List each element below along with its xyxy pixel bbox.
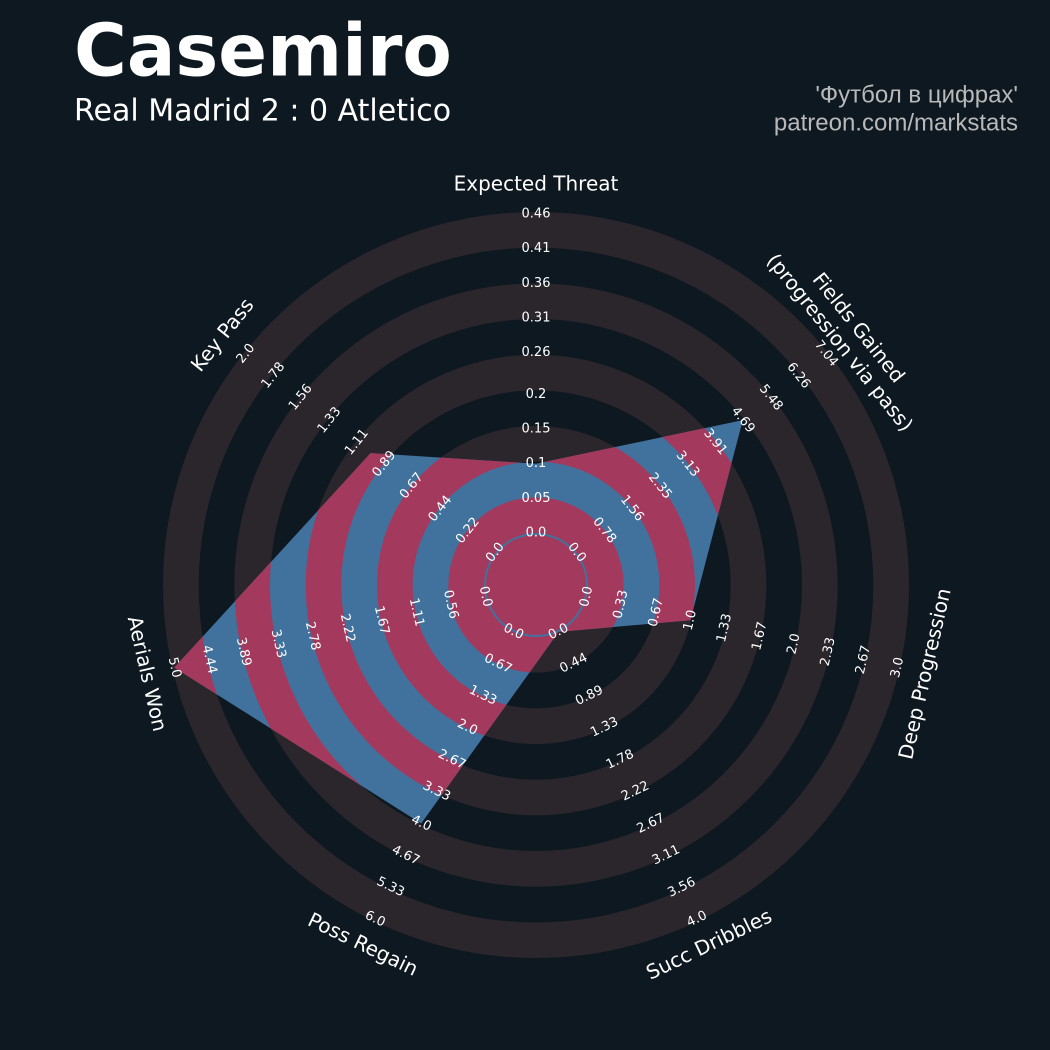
- tick-label: 2.22: [337, 612, 358, 644]
- tick-label: 0.41: [522, 241, 551, 256]
- tick-label: 5.0: [165, 656, 184, 680]
- tick-label: 1.33: [714, 612, 735, 644]
- tick-label: 0.36: [522, 276, 551, 291]
- tick-label: 0.0: [526, 526, 547, 541]
- tick-label: 3.0: [888, 656, 907, 680]
- tick-label: 3.33: [268, 628, 289, 660]
- tick-label: 0.15: [522, 421, 551, 436]
- tick-label: 0.26: [522, 345, 551, 360]
- tick-label: 0.05: [522, 491, 551, 506]
- tick-label: 2.0: [784, 632, 803, 656]
- highlight-group: [174, 420, 743, 824]
- tick-label: 1.0: [681, 608, 700, 632]
- parameter-label: Expected Threat: [454, 172, 619, 196]
- tick-label: 0.46: [522, 207, 551, 222]
- tick-label: 3.89: [233, 636, 254, 668]
- center-disc: [486, 535, 586, 635]
- ring-highlight: [448, 497, 624, 673]
- tick-label: 2.78: [302, 620, 323, 652]
- tick-label: 0.67: [646, 597, 667, 629]
- tick-label: 4.44: [199, 644, 220, 676]
- tick-label: 1.67: [371, 604, 392, 636]
- chart-title: Casemiro: [74, 9, 452, 93]
- credit: patreon.com/markstats: [774, 109, 1018, 136]
- tick-label: 0.0: [577, 585, 596, 609]
- tick-label: 0.2: [526, 387, 547, 402]
- credit: 'Футбол в цифрах': [815, 81, 1018, 108]
- tick-label: 1.67: [749, 620, 770, 652]
- tick-label: 0.1: [526, 456, 547, 471]
- tick-label: 2.33: [818, 636, 839, 668]
- tick-label: 2.67: [853, 644, 874, 676]
- tick-label: 0.56: [440, 589, 461, 621]
- tick-label: 0.33: [610, 589, 631, 621]
- chart-subtitle: Real Madrid 2 : 0 Atletico: [74, 94, 451, 129]
- tick-label: 0.0: [476, 585, 495, 609]
- tick-label: 1.11: [406, 597, 427, 629]
- tick-label: 0.31: [522, 311, 551, 326]
